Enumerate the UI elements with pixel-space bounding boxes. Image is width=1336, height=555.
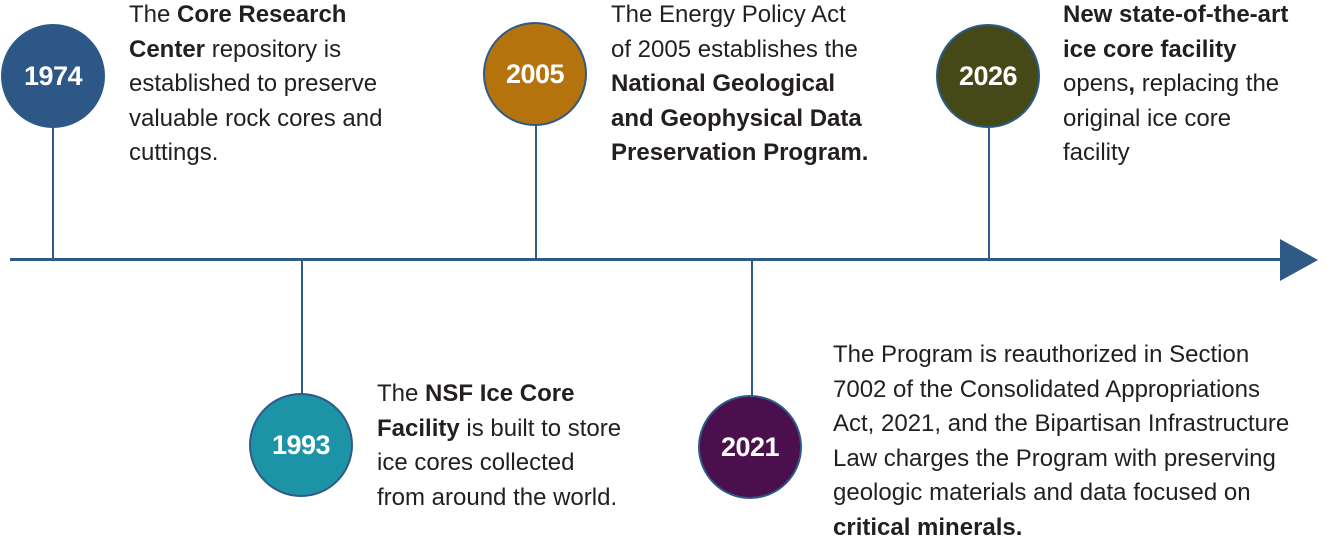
stem-2026	[988, 120, 990, 260]
event-description-2026: New state-of-the-art ice core facility ope…	[1063, 0, 1288, 171]
bold-text: NSF Ice Core	[425, 380, 575, 407]
description-line: established to preserve	[129, 67, 382, 102]
text-run: of 2005 establishes the	[611, 35, 858, 63]
year-label: 2021	[720, 431, 780, 462]
text-run: cuttings.	[129, 139, 219, 166]
description-line: Law charges the Program with preserving	[833, 442, 1289, 477]
description-line: Facility is built to store	[377, 412, 621, 447]
text-run: facility	[1063, 139, 1130, 166]
year-circle-2026: 2026	[936, 24, 1040, 128]
description-line: National Geological	[611, 67, 868, 102]
description-line: cuttings.	[129, 136, 382, 171]
bold-text: Preservation Program.	[611, 139, 869, 166]
description-line: Act, 2021, and the Bipartisan Infrastruc…	[833, 407, 1289, 442]
bold-text: Facility	[377, 414, 460, 442]
text-run: opens	[1063, 70, 1129, 97]
timeline-axis	[10, 258, 1288, 261]
text-run: from around the world.	[377, 483, 618, 511]
year-label: 2005	[505, 58, 565, 89]
timeline-arrowhead	[1280, 239, 1318, 281]
description-line: geologic materials and data focused on	[833, 476, 1289, 511]
description-line: ice core facility	[1063, 33, 1288, 68]
text-run: The Energy Policy Act	[611, 1, 846, 28]
year-circle-1993: 1993	[249, 393, 353, 497]
description-line: and Geophysical Data	[611, 102, 868, 137]
text-run: original ice core	[1063, 104, 1232, 132]
stem-1974	[52, 120, 54, 260]
description-line: critical minerals.	[833, 511, 1289, 546]
description-line: facility	[1063, 136, 1288, 171]
description-line: of 2005 establishes the	[611, 33, 868, 68]
description-line: Preservation Program.	[611, 136, 868, 171]
description-line: The Program is reauthorized in Section	[833, 338, 1289, 373]
bold-text: Center	[129, 35, 206, 63]
text-run: valuable rock cores and	[129, 104, 383, 132]
bold-text: Core Research	[177, 1, 347, 28]
text-run: replacing the	[1135, 70, 1280, 97]
year-circle-2021: 2021	[698, 395, 802, 499]
text-run: The	[129, 1, 178, 28]
description-line: The Core Research	[129, 0, 382, 33]
event-description-1974: The Core Research Center repository is est…	[129, 0, 382, 171]
text-run: established to preserve	[129, 70, 378, 97]
description-line: from around the world.	[377, 481, 621, 516]
description-line: valuable rock cores and	[129, 102, 382, 137]
description-line: New state-of-the-art	[1063, 0, 1288, 33]
text-run: 7002 of the Consolidated Appropriations	[833, 375, 1260, 403]
bold-text: ,	[1128, 70, 1136, 97]
description-line: original ice core	[1063, 102, 1288, 137]
year-label: 1974	[23, 60, 83, 91]
description-line: 7002 of the Consolidated Appropriations	[833, 373, 1289, 408]
event-description-2021: The Program is reauthorized in Section 70…	[833, 338, 1289, 545]
description-line: ice cores collected	[377, 446, 621, 481]
year-circle-2005: 2005	[483, 22, 587, 126]
description-line: Center repository is	[129, 33, 382, 68]
text-run: is built to store	[459, 414, 622, 442]
description-line: The Energy Policy Act	[611, 0, 868, 33]
bold-text: and Geophysical Data	[611, 104, 862, 132]
year-circle-1974: 1974	[1, 24, 105, 128]
stem-2021	[751, 260, 753, 398]
bold-text: ice core facility	[1063, 35, 1237, 63]
text-run: geologic materials and data focused on	[833, 479, 1251, 506]
text-run: Law charges the Program with preserving	[833, 444, 1276, 472]
description-line: opens, replacing the	[1063, 67, 1288, 102]
stem-1993	[301, 260, 303, 398]
bold-text: critical minerals.	[833, 513, 1023, 541]
bold-text: New state-of-the-art	[1063, 1, 1289, 28]
year-label: 1993	[271, 429, 331, 460]
text-run: The Program is reauthorized in Section	[833, 341, 1250, 368]
bold-text: National Geological	[611, 70, 836, 97]
text-run: ice cores collected	[377, 449, 575, 476]
year-label: 2026	[958, 60, 1018, 91]
event-description-2005: The Energy Policy Act of 2005 establishes…	[611, 0, 868, 171]
text-run: The	[377, 380, 426, 407]
text-run: Act, 2021, and the Bipartisan Infrastruc…	[833, 410, 1290, 437]
description-line: The NSF Ice Core	[377, 377, 621, 412]
text-run: repository is	[205, 35, 342, 63]
event-description-1993: The NSF Ice Core Facility is built to sto…	[377, 377, 621, 515]
stem-2005	[535, 120, 537, 260]
